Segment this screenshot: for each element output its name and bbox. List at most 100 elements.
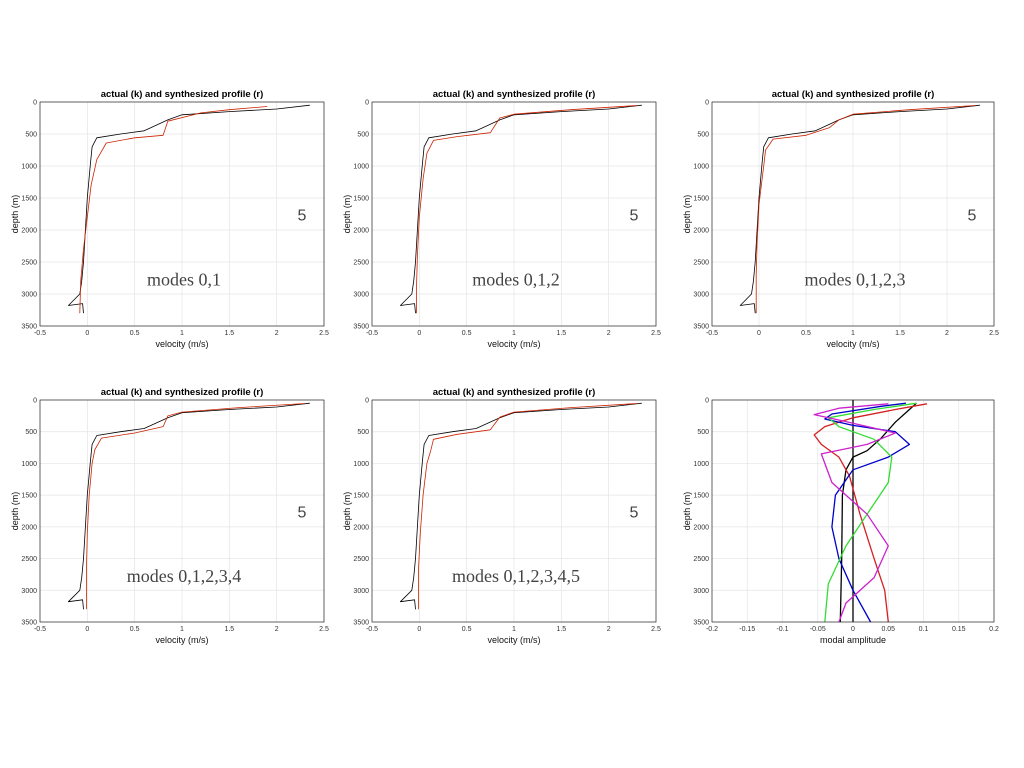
x-tick-label: -0.5	[706, 330, 718, 337]
modes-annotation: modes 0,1	[147, 270, 221, 290]
x-tick-label: 0.2	[989, 626, 999, 633]
x-tick-label: 2.5	[651, 626, 661, 633]
x-tick-label: 1.5	[556, 626, 566, 633]
y-tick-label: 1000	[693, 164, 709, 171]
subplot-1: -0.5 0 0.5 1 1.5 2 2.5 0 500 1000 1500 2000 2500 3000…	[10, 89, 329, 349]
y-tick-label: 2000	[353, 228, 369, 235]
y-tick-label: 2500	[21, 556, 37, 563]
y-axis-label: depth (m)	[10, 195, 20, 234]
x-axis-label: velocity (m/s)	[826, 339, 879, 349]
x-tick-label: -0.15	[739, 626, 755, 633]
y-tick-label: 3500	[693, 324, 709, 331]
series-line-1	[400, 402, 642, 610]
y-tick-label: 1000	[21, 164, 37, 171]
subplot-2: -0.5 0 0.5 1 1.5 2 2.5 0 500 1000 1500 2000 2500 3000…	[342, 89, 661, 349]
y-tick-label: 1500	[21, 196, 37, 203]
x-tick-label: 1	[512, 626, 516, 633]
y-tick-label: 1000	[21, 461, 37, 468]
y-tick-label: 500	[25, 132, 37, 139]
y-tick-label: 1500	[693, 493, 709, 500]
series-line-4	[824, 402, 911, 623]
x-axis-label: velocity (m/s)	[487, 635, 540, 645]
series-line-1	[400, 104, 642, 314]
y-tick-label: 2000	[353, 524, 369, 531]
x-tick-label: 2.5	[989, 330, 999, 337]
y-tick-label: 1500	[21, 493, 37, 500]
x-tick-label: 0	[757, 330, 761, 337]
x-tick-label: 0	[85, 626, 89, 633]
modes-annotation: modes 0,1,2,3	[805, 270, 906, 290]
y-tick-label: 1000	[353, 461, 369, 468]
x-tick-label: 0.5	[462, 330, 472, 337]
y-tick-label: 3000	[353, 588, 369, 595]
number-label: 5	[968, 208, 977, 225]
x-tick-label: 1	[180, 626, 184, 633]
x-tick-label: 2.5	[319, 330, 329, 337]
modes-annotation: modes 0,1,2,3,4	[127, 566, 242, 586]
y-tick-label: 3500	[21, 324, 37, 331]
y-tick-label: 3500	[21, 620, 37, 627]
y-tick-label: 3000	[353, 292, 369, 299]
y-tick-label: 500	[697, 132, 709, 139]
axes-frame	[371, 101, 657, 327]
y-axis-label: depth (m)	[682, 492, 692, 531]
y-tick-label: 500	[357, 132, 369, 139]
x-tick-label: 0	[417, 330, 421, 337]
y-tick-label: 0	[705, 398, 709, 405]
x-tick-label: 2	[945, 330, 949, 337]
y-tick-label: 2500	[353, 556, 369, 563]
x-tick-label: 0.5	[462, 626, 472, 633]
axes-frame	[711, 101, 995, 327]
y-tick-label: 0	[705, 100, 709, 107]
subplot-4: -0.5 0 0.5 1 1.5 2 2.5 0 500 1000 1500 2000 2500 3000…	[10, 387, 329, 645]
subplot-6: -0.2 -0.15 -0.1 -0.05 0 0.05 0.1 0.15 0.2 0 500 100…	[682, 398, 999, 646]
series-line-2	[79, 106, 268, 314]
y-tick-label: 1500	[693, 196, 709, 203]
x-tick-label: -0.5	[366, 330, 378, 337]
number-label: 5	[298, 505, 307, 522]
series-line-6	[813, 403, 896, 623]
y-tick-label: 1500	[353, 196, 369, 203]
x-tick-label: 0	[417, 626, 421, 633]
y-tick-label: 1000	[693, 461, 709, 468]
y-tick-label: 3500	[693, 620, 709, 627]
x-tick-label: 0	[85, 330, 89, 337]
y-tick-label: 3000	[21, 292, 37, 299]
series-line-1	[68, 104, 310, 314]
axes-frame	[39, 101, 325, 327]
x-tick-label: -0.1	[776, 626, 788, 633]
number-label: 5	[630, 505, 639, 522]
y-tick-label: 3500	[353, 620, 369, 627]
y-tick-label: 2500	[353, 260, 369, 267]
x-tick-label: 2.5	[651, 330, 661, 337]
subplot-title: actual (k) and synthesized profile (r)	[101, 89, 264, 100]
series-line-1	[68, 402, 310, 610]
x-tick-label: 2	[275, 330, 279, 337]
y-tick-label: 2500	[693, 556, 709, 563]
x-tick-label: 1	[851, 330, 855, 337]
y-tick-label: 2000	[21, 524, 37, 531]
x-tick-label: 1.5	[556, 330, 566, 337]
x-tick-label: 0.5	[801, 330, 811, 337]
subplot-title: actual (k) and synthesized profile (r)	[772, 89, 935, 100]
x-axis-label: velocity (m/s)	[155, 339, 208, 349]
series-line-1	[739, 104, 980, 314]
x-tick-label: 0.05	[881, 626, 895, 633]
y-tick-label: 500	[25, 429, 37, 436]
number-label: 5	[298, 208, 307, 225]
subplot-3: -0.5 0 0.5 1 1.5 2 2.5 0 500 1000 1500 2000 2500 3000…	[682, 89, 999, 349]
y-axis-label: depth (m)	[342, 195, 352, 234]
x-tick-label: -0.5	[34, 626, 46, 633]
x-tick-label: -0.5	[34, 330, 46, 337]
x-axis-label: velocity (m/s)	[155, 635, 208, 645]
y-tick-label: 2500	[693, 260, 709, 267]
y-axis-label: depth (m)	[10, 492, 20, 531]
y-tick-label: 500	[357, 429, 369, 436]
x-tick-label: 2	[275, 626, 279, 633]
axes-frame	[711, 399, 995, 623]
x-tick-label: 1.5	[895, 330, 905, 337]
modes-annotation: modes 0,1,2,3,4,5	[452, 566, 580, 586]
y-tick-label: 3000	[693, 588, 709, 595]
series-line-2	[418, 403, 638, 610]
series-line-2	[86, 403, 306, 610]
